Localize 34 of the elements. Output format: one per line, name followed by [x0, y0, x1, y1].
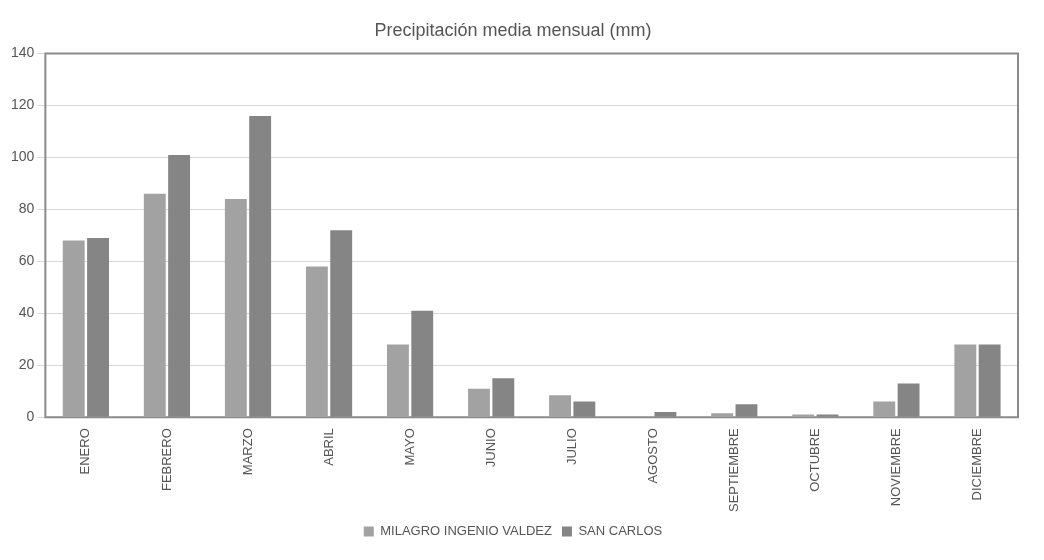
bar: [711, 413, 734, 417]
bar: [873, 401, 896, 417]
chart-title: Precipitación media mensual (mm): [374, 19, 652, 40]
x-tick-label: JUNIO: [482, 428, 498, 468]
bar: [792, 414, 815, 417]
y-tick-label: 60: [18, 252, 35, 269]
bar: [549, 395, 571, 417]
x-tick-label: MAYO: [401, 428, 417, 466]
x-tick-label: JULIO: [563, 428, 579, 466]
x-tick-label: OCTUBRE: [806, 427, 822, 492]
legend-label: SAN CARLOS: [578, 523, 663, 539]
bar: [468, 388, 490, 417]
y-tick-label: 140: [11, 44, 35, 61]
x-tick-label: AGOSTO: [644, 428, 660, 484]
bar: [224, 199, 247, 417]
bar: [954, 344, 977, 417]
legend-label: MILAGRO INGENIO VALDEZ: [380, 523, 552, 539]
x-tick-label: DICIEMBRE: [969, 427, 985, 501]
x-tick-label: SEPTIEMBRE: [725, 427, 741, 512]
y-tick-label: 0: [26, 408, 35, 425]
x-tick-label: ABRIL: [320, 428, 336, 466]
x-tick-label: NOVIEMBRE: [888, 427, 903, 507]
x-tick-label: ENERO: [77, 428, 93, 475]
y-tick-label: 20: [18, 356, 35, 373]
y-tick-label: 120: [11, 96, 35, 113]
bar: [143, 193, 166, 417]
y-tick-label: 80: [18, 200, 35, 217]
bar: [387, 344, 409, 417]
bar: [305, 266, 328, 417]
bar: [62, 240, 85, 417]
y-tick-label: 40: [18, 304, 35, 321]
x-tick-label: FEBRERO: [158, 428, 174, 492]
x-tick-label: MARZO: [239, 428, 255, 476]
y-tick-label: 100: [11, 148, 35, 165]
